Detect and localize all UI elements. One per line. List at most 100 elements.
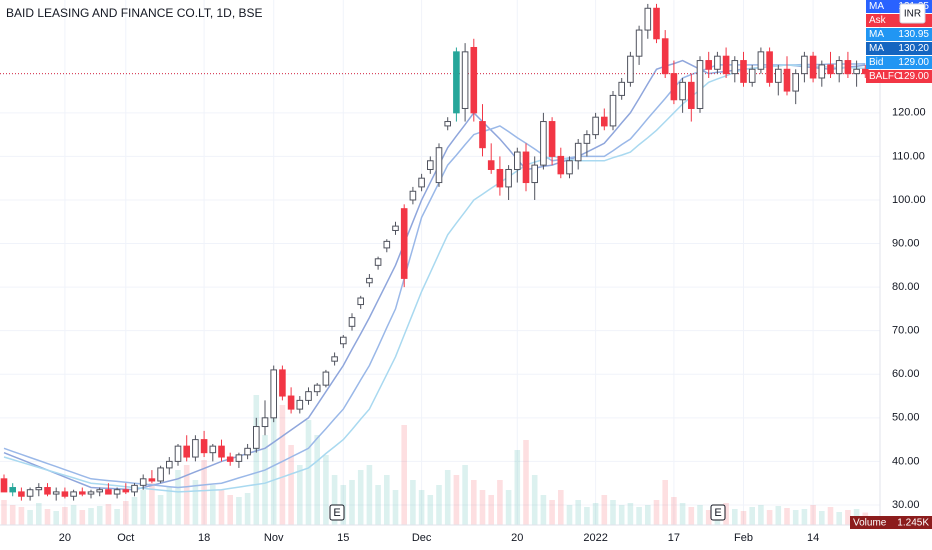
volume-bar: [79, 510, 86, 525]
candle-body: [514, 151, 521, 170]
price-tag-value: 130.20: [898, 43, 929, 54]
y-tick-label: 90.00: [892, 237, 920, 249]
volume-bar: [749, 507, 755, 525]
candle-body: [174, 445, 182, 462]
candle-body: [679, 81, 686, 101]
candle-body: [331, 356, 338, 362]
candle-body: [644, 7, 652, 31]
candle-body: [566, 160, 573, 175]
volume-bar: [227, 495, 233, 525]
candle-body: [18, 491, 25, 497]
candle-body: [748, 68, 756, 83]
price-tag-name: Ask: [869, 15, 887, 26]
candle-body: [435, 147, 443, 184]
candle-body: [383, 240, 391, 249]
candle-body: [618, 81, 626, 96]
candle-body: [661, 38, 669, 75]
volume-pane: [1, 385, 869, 525]
ma-line: [3, 63, 866, 489]
volume-bar: [497, 480, 503, 525]
candle-body: [827, 64, 834, 75]
volume-bar: [201, 460, 207, 525]
volume-bar: [218, 490, 225, 525]
volume-bar: [18, 507, 25, 525]
candle-body: [148, 478, 156, 482]
candle-body: [270, 369, 277, 419]
y-tick-label: 120.00: [892, 107, 926, 119]
volume-bar: [418, 490, 425, 525]
candles: [0, 3, 869, 501]
volume-bar: [401, 425, 407, 525]
candle-body: [357, 297, 364, 306]
volume-bar: [618, 505, 625, 525]
x-tick-label: 20: [511, 532, 523, 544]
volume-bar: [514, 450, 521, 525]
volume-bar: [592, 503, 599, 525]
volume-bar: [584, 507, 590, 525]
volume-bar: [331, 475, 338, 525]
volume-bar: [645, 505, 651, 525]
x-tick-label: Feb: [734, 532, 753, 544]
volume-bar: [784, 508, 790, 525]
volume-bar: [131, 497, 138, 525]
candle-body: [26, 489, 34, 497]
volume-bar: [288, 445, 294, 525]
x-tick-label: Dec: [412, 532, 432, 544]
volume-bar: [488, 495, 494, 525]
candle-body: [696, 60, 704, 109]
candle-body: [61, 491, 69, 497]
volume-bar: [653, 500, 660, 525]
volume-bar: [384, 475, 390, 525]
volume-bar: [183, 465, 190, 525]
price-tag-name: MA: [869, 43, 884, 54]
volume-bar: [314, 435, 320, 525]
volume-bar: [44, 509, 51, 525]
volume-bar: [149, 483, 155, 525]
candle-body: [409, 190, 417, 201]
volume-bar: [705, 510, 712, 525]
candle-body: [253, 426, 260, 449]
ma-line: [3, 64, 866, 493]
candle-body: [9, 487, 16, 493]
x-tick-label: Nov: [264, 532, 284, 544]
candle-body: [218, 445, 225, 458]
price-tag: [866, 28, 932, 41]
volume-bar: [62, 507, 68, 525]
y-tick-label: 30.00: [892, 499, 920, 511]
price-tag-value: 129.00: [898, 57, 929, 68]
candle-body: [453, 51, 460, 114]
event-label: E: [333, 507, 340, 519]
candle-body: [670, 73, 678, 101]
candle-body: [79, 491, 86, 495]
volume-bar: [462, 465, 468, 525]
candle-body: [688, 81, 695, 109]
candle-body: [792, 73, 800, 92]
x-tick-label: 18: [198, 532, 210, 544]
volume-bar: [375, 485, 381, 525]
candle-body: [209, 445, 217, 454]
candle-body: [44, 487, 51, 495]
currency-label: INR: [904, 9, 921, 20]
price-tag: [866, 42, 932, 55]
volume-bar: [732, 509, 738, 525]
candle-body: [200, 439, 208, 454]
candle-body: [392, 225, 399, 231]
volume-bar: [679, 503, 686, 525]
y-tick-label: 80.00: [892, 281, 920, 293]
volume-bar: [836, 512, 842, 525]
volume-bar: [357, 470, 364, 525]
candle-body: [244, 447, 251, 456]
candle-body: [139, 478, 147, 486]
volume-bar: [845, 510, 851, 525]
candle-body: [96, 489, 104, 493]
candle-body: [801, 55, 808, 75]
volume-bar: [801, 509, 808, 525]
candle-body: [418, 177, 425, 188]
candle-body: [479, 121, 486, 149]
volume-bar: [410, 480, 416, 525]
volume-bar: [123, 501, 129, 525]
volume-bar: [531, 475, 538, 525]
volume-bar: [601, 495, 608, 525]
candle-body: [844, 60, 852, 75]
x-tick-label: Oct: [117, 532, 134, 544]
